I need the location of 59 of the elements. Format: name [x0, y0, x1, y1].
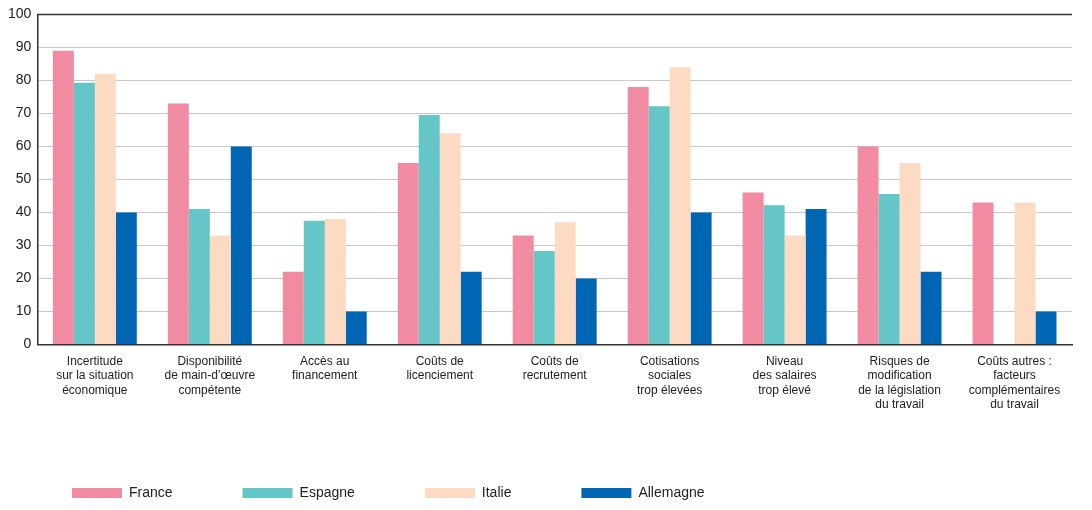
bar: [167, 103, 189, 344]
bar: [188, 209, 210, 344]
y-tick-label: 10: [15, 302, 32, 319]
bar: [878, 193, 900, 344]
y-tick-label: 50: [15, 170, 32, 187]
bar: [303, 220, 325, 344]
bar: [1035, 311, 1057, 344]
bar: [460, 271, 482, 344]
x-tick-label: Coûts de licenciement: [406, 353, 474, 383]
y-tick-label: 60: [15, 137, 32, 154]
bar: [763, 205, 785, 344]
bar: [533, 251, 555, 344]
bar: [857, 146, 879, 344]
bar: [512, 235, 534, 344]
y-tick-label: 100: [8, 5, 32, 22]
bar: [52, 50, 74, 344]
x-tick-label: Disponibilité de main-d’œuvre compétente: [164, 353, 256, 397]
bar: [1014, 202, 1036, 344]
bar: [627, 87, 649, 344]
bar: [669, 67, 691, 344]
legend-label: France: [129, 483, 173, 500]
bar: [742, 192, 764, 344]
x-tick-label: Coûts de recrutement: [522, 353, 588, 383]
bar: [397, 162, 419, 344]
bar: [115, 212, 137, 344]
bar: [575, 278, 597, 344]
legend-label: Espagne: [299, 483, 356, 500]
x-tick-label: Accès au financement: [292, 353, 359, 383]
bar: [418, 115, 440, 344]
bar: [972, 202, 994, 344]
x-tick-label: Cotisations sociales trop élevées: [636, 353, 703, 397]
x-tick-label: Incertitude sur la situation économique: [56, 353, 134, 397]
bar: [805, 209, 827, 344]
bar: [73, 82, 95, 344]
bar: [230, 146, 252, 344]
bar: [324, 219, 346, 344]
y-tick-label: 80: [15, 71, 32, 88]
bar: [690, 212, 712, 344]
bar: [920, 271, 942, 344]
y-tick-label: 30: [15, 236, 32, 253]
legend-label: Italie: [481, 483, 512, 500]
legend-label: Allemagne: [638, 483, 705, 500]
y-tick-label: 70: [15, 104, 32, 121]
bar: [282, 271, 304, 344]
x-tick-label: Risques de modification de la législation du travail: [858, 353, 941, 412]
y-tick-label: 40: [15, 203, 32, 220]
bar: [209, 235, 231, 344]
bar: [648, 106, 670, 344]
bar: [554, 222, 576, 344]
y-tick-label: 0: [23, 335, 32, 352]
bar: [899, 162, 921, 344]
x-tick-label: Niveau des salaires trop élevé: [752, 353, 817, 397]
x-tick-label: Coûts autres : facteurs complémentaires du travail: [968, 353, 1061, 412]
bar: [345, 311, 367, 344]
y-tick-label: 20: [15, 269, 32, 286]
y-tick-label: 90: [15, 38, 32, 55]
bar: [439, 133, 461, 344]
bar: [94, 73, 116, 344]
bar: [784, 235, 806, 344]
